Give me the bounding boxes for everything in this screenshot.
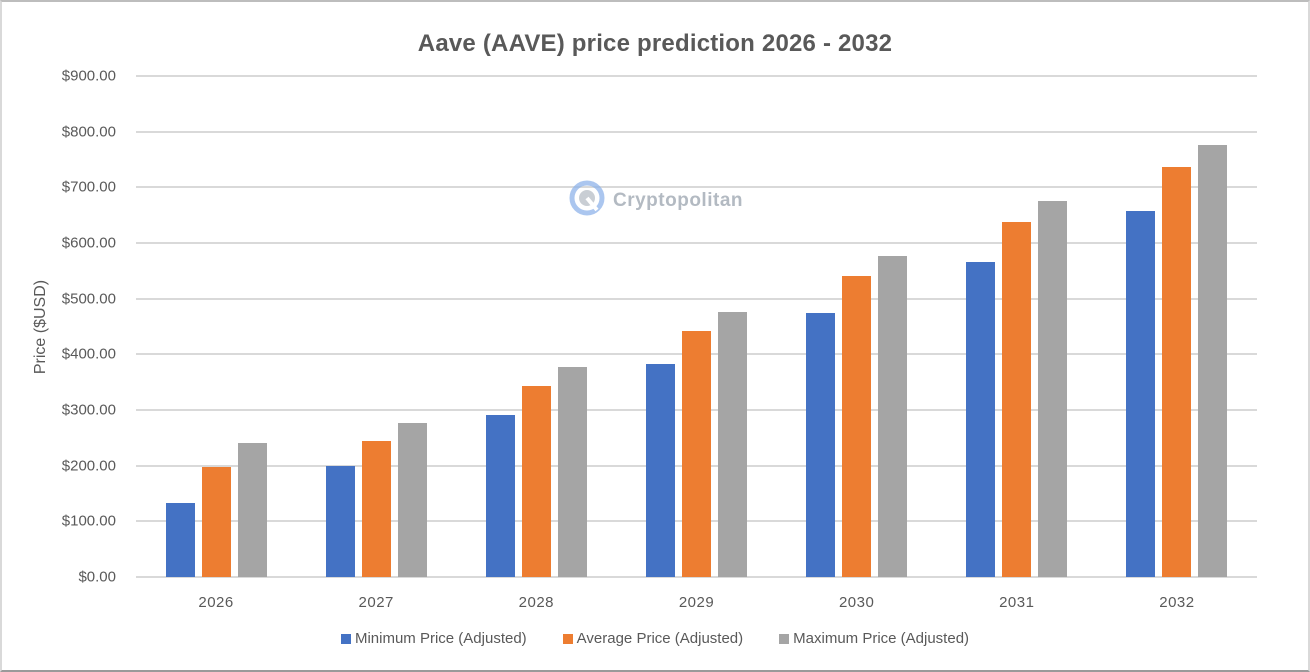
gridline xyxy=(136,576,1257,578)
y-tick-label: $100.00 xyxy=(61,512,116,530)
y-tick-label: $700.00 xyxy=(61,178,116,196)
legend-swatch-icon xyxy=(562,633,573,644)
x-tick-label: 2027 xyxy=(358,594,394,611)
bar-minimum-2029 xyxy=(646,363,675,577)
bar-average-2031 xyxy=(1002,221,1032,577)
y-tick-label: $0.00 xyxy=(78,568,116,586)
legend-swatch-icon xyxy=(340,633,351,644)
bar-maximum-2032 xyxy=(1198,145,1228,577)
bar-minimum-2028 xyxy=(485,415,515,577)
legend-label: Average Price (Adjusted) xyxy=(576,630,744,647)
plot-area xyxy=(136,75,1257,578)
x-tick-label: 2032 xyxy=(1159,594,1195,611)
y-tick-label: $800.00 xyxy=(61,123,116,141)
bar-maximum-2031 xyxy=(1038,201,1068,577)
bar-average-2032 xyxy=(1162,167,1192,577)
bar-maximum-2028 xyxy=(557,367,587,577)
bar-minimum-2032 xyxy=(1126,211,1156,577)
legend-item: Minimum Price (Adjusted) xyxy=(340,630,527,647)
bar-minimum-2026 xyxy=(165,502,195,577)
gridline xyxy=(136,297,1257,300)
watermark-text: Cryptopolitan xyxy=(613,189,743,211)
bar-average-2028 xyxy=(521,386,551,577)
legend-item: Average Price (Adjusted) xyxy=(562,630,744,647)
x-tick-label: 2031 xyxy=(999,594,1035,611)
y-tick-label: $400.00 xyxy=(61,345,116,363)
x-tick-label: 2026 xyxy=(198,594,234,611)
bar-maximum-2027 xyxy=(397,422,427,577)
gridline xyxy=(136,75,1257,77)
bar-average-2030 xyxy=(842,275,872,577)
bar-maximum-2030 xyxy=(878,255,908,577)
gridline xyxy=(136,130,1257,133)
bar-maximum-2029 xyxy=(718,312,747,577)
y-tick-label: $200.00 xyxy=(61,457,116,475)
gridline xyxy=(136,242,1257,244)
bar-average-2026 xyxy=(201,466,231,577)
legend-item: Maximum Price (Adjusted) xyxy=(779,630,969,647)
y-tick-label: $500.00 xyxy=(61,290,116,308)
y-tick-label: $900.00 xyxy=(61,67,116,85)
y-tick-label: $300.00 xyxy=(61,401,116,419)
legend-label: Maximum Price (Adjusted) xyxy=(793,630,970,647)
legend-swatch-icon xyxy=(779,633,790,644)
bar-maximum-2026 xyxy=(237,442,267,577)
chart-title: Aave (AAVE) price prediction 2026 - 2032 xyxy=(417,30,893,57)
y-tick-label: $600.00 xyxy=(61,234,116,252)
bar-minimum-2027 xyxy=(325,465,355,577)
bar-minimum-2030 xyxy=(806,313,836,577)
bar-average-2027 xyxy=(361,441,391,577)
x-tick-label: 2029 xyxy=(678,594,715,611)
legend: Minimum Price (Adjusted) Average Price (A… xyxy=(0,630,1310,647)
x-tick-label: 2030 xyxy=(838,594,875,611)
x-tick-label: 2028 xyxy=(518,594,555,611)
bar-minimum-2031 xyxy=(966,261,996,577)
gridline xyxy=(136,186,1257,189)
bar-average-2029 xyxy=(682,330,711,577)
cryptopolitan-logo-icon xyxy=(567,178,607,223)
watermark: Cryptopolitan xyxy=(567,178,743,223)
legend-label: Minimum Price (Adjusted) xyxy=(354,630,527,647)
